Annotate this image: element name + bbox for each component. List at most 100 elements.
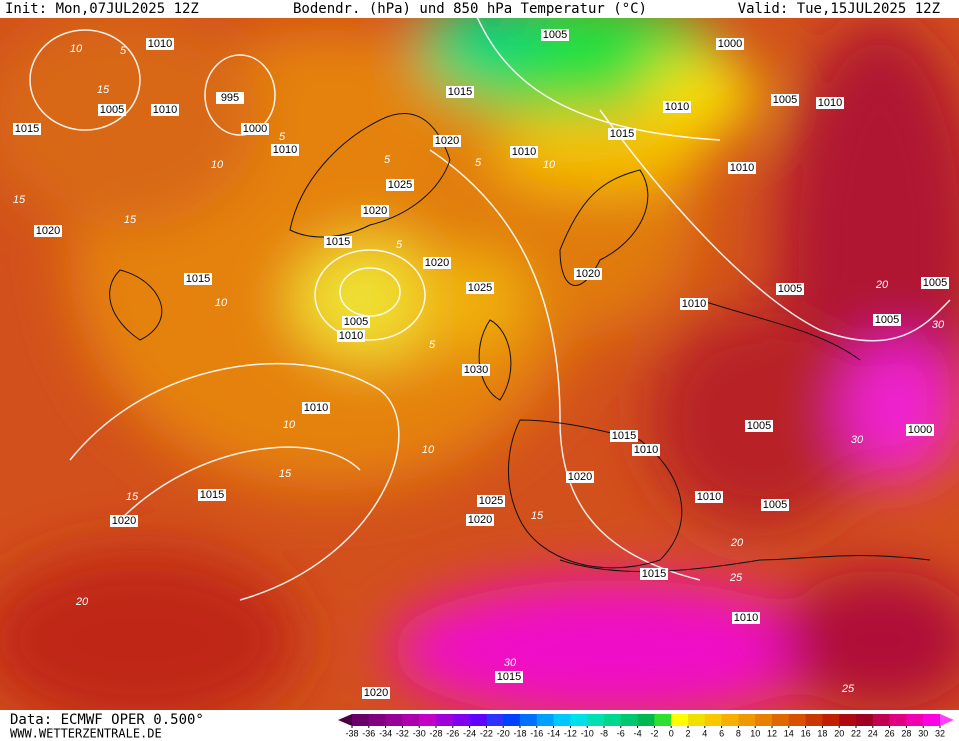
temperature-label: 30 xyxy=(504,657,517,669)
colorbar-label: 24 xyxy=(868,728,878,738)
isobar-label-box xyxy=(151,104,179,116)
isobar-label: 1010 xyxy=(273,144,297,156)
isobar-label: 1010 xyxy=(512,146,536,158)
isobar-label: 1005 xyxy=(543,29,567,41)
isobar-label-box xyxy=(695,491,723,503)
isobar-label: 1015 xyxy=(448,86,472,98)
colorbar-box xyxy=(721,714,739,726)
isobar-label: 1020 xyxy=(364,687,388,699)
colorbar-label: -34 xyxy=(379,728,392,738)
colorbar-box xyxy=(436,714,454,726)
colorbar-label: -18 xyxy=(513,728,526,738)
isobar-label: 1020 xyxy=(468,514,492,526)
colorbar-box xyxy=(486,714,504,726)
isobar-label: 1005 xyxy=(100,104,124,116)
isobar-label-box xyxy=(241,123,269,135)
isobar-label-box xyxy=(776,283,804,295)
isobar-label-box xyxy=(906,424,934,436)
isobar-label: 1015 xyxy=(200,489,224,501)
temperature-label: 20 xyxy=(75,596,89,608)
init-time: Init: Mon,07JUL2025 12Z xyxy=(5,1,199,17)
colorbar-label: 14 xyxy=(784,728,794,738)
colorbar-label: -8 xyxy=(600,728,608,738)
isobar-label: 1020 xyxy=(425,257,449,269)
isobar-label-box xyxy=(198,489,226,501)
isobar-label: 1010 xyxy=(697,491,721,503)
isobar-label: 1010 xyxy=(304,402,328,414)
isobar-label: 1030 xyxy=(464,364,488,376)
temperature-label: 5 xyxy=(279,131,286,143)
isobar-label-box xyxy=(640,568,668,580)
isobar-label-box xyxy=(466,282,494,294)
colorbar-label: -22 xyxy=(480,728,493,738)
colorbar-label: 30 xyxy=(918,728,928,738)
colorbar-box xyxy=(688,714,706,726)
isobar-label-box xyxy=(761,499,789,511)
colorbar-box xyxy=(637,714,655,726)
colorbar-box xyxy=(755,714,773,726)
colorbar-label: -16 xyxy=(530,728,543,738)
temperature-label: 30 xyxy=(932,319,945,331)
colorbar-label: -30 xyxy=(413,728,426,738)
colorbar-box xyxy=(906,714,924,726)
colorbar-box xyxy=(604,714,622,726)
isobar-label-box xyxy=(386,179,414,191)
temperature-label: 10 xyxy=(422,444,435,456)
colorbar-box xyxy=(839,714,857,726)
isobar-label-box xyxy=(477,495,505,507)
isobar-label: 1020 xyxy=(568,471,592,483)
temperature-label: 15 xyxy=(97,84,110,96)
colorbar-box xyxy=(788,714,807,726)
colorbar-box xyxy=(503,714,521,726)
colorbar-label: 8 xyxy=(736,728,741,738)
colorbar-box xyxy=(570,714,588,726)
isobar-label: 1000 xyxy=(718,38,742,50)
colorbar-label: 4 xyxy=(702,728,707,738)
temperature-label: 10 xyxy=(211,159,224,171)
isobar-label: 1000 xyxy=(908,424,932,436)
colorbar-label: -24 xyxy=(463,728,476,738)
isobar-label-box xyxy=(510,146,538,158)
isobar-label: 1015 xyxy=(497,671,521,683)
colorbar-box xyxy=(738,714,756,726)
temperature-label: 15 xyxy=(126,491,139,503)
temperature-label: 15 xyxy=(279,468,292,480)
website: WWW.WETTERZENTRALE.DE xyxy=(10,727,162,741)
colorbar-label: 10 xyxy=(750,728,760,738)
temperature-label: 20 xyxy=(730,537,744,549)
temperature-label: 10 xyxy=(283,419,296,431)
colorbar-box xyxy=(587,714,605,726)
isobar-label-box xyxy=(566,471,594,483)
isobar-label-box xyxy=(732,612,760,624)
colorbar-box xyxy=(469,714,487,726)
colorbar-label: -28 xyxy=(429,728,442,738)
isobar-label-box xyxy=(921,277,949,289)
temperature-label: 25 xyxy=(841,683,855,695)
colorbar-label: 18 xyxy=(817,728,827,738)
isobar-label-box xyxy=(302,402,330,414)
isobar-label-box xyxy=(98,104,126,116)
isobar-label: 1010 xyxy=(634,444,658,456)
coastlines xyxy=(109,113,931,573)
isobar-label-box xyxy=(663,101,691,113)
isobar-label: 1005 xyxy=(344,316,368,328)
temperature-label: 10 xyxy=(215,297,228,309)
isobar-label-box xyxy=(110,515,138,527)
isobar-label-box xyxy=(462,364,490,376)
isobar-label: 1005 xyxy=(923,277,947,289)
isobar-label-box xyxy=(495,671,523,683)
isobar-label: 1010 xyxy=(153,104,177,116)
isobar-label-box xyxy=(216,92,244,104)
isobar-label-box xyxy=(324,236,352,248)
valid-time: Valid: Tue,15JUL2025 12Z xyxy=(738,1,940,17)
colorbar-arrow xyxy=(940,714,954,726)
colorbar-label: 12 xyxy=(767,728,777,738)
colorbar-label: 0 xyxy=(669,728,674,738)
colorbar-box xyxy=(536,714,555,726)
colorbar-label: -12 xyxy=(564,728,577,738)
isobar-label: 1015 xyxy=(610,128,634,140)
